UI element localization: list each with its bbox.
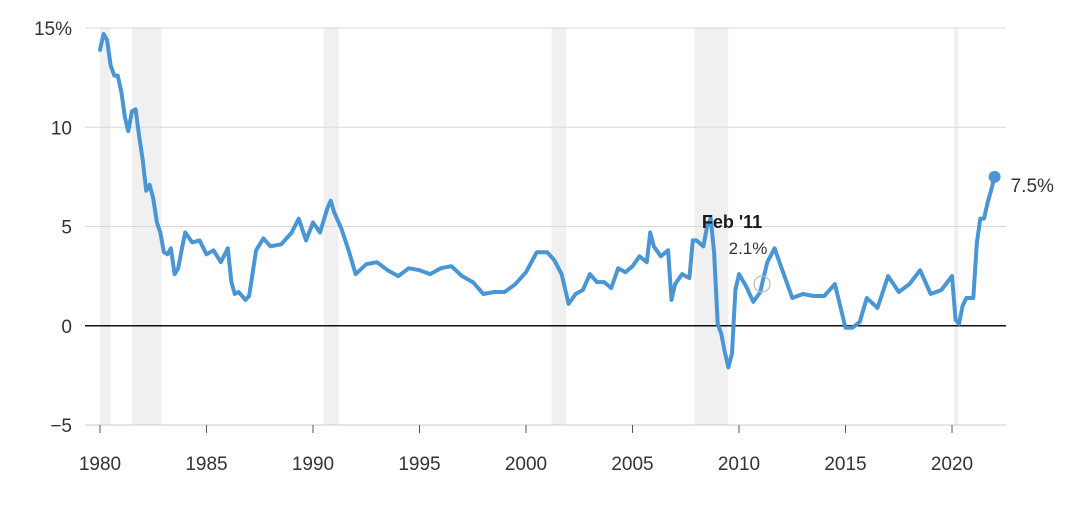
hover-point-marker[interactable] — [753, 275, 771, 293]
x-tick-label: 2020 — [931, 454, 973, 475]
series-layer — [98, 32, 997, 370]
x-tick-label: 1990 — [292, 454, 334, 475]
x-tick-label: 2010 — [718, 454, 760, 475]
x-tick-label: 2005 — [611, 454, 653, 475]
hover-date-label: Feb '11 — [702, 212, 762, 232]
x-tick-label: 1995 — [398, 454, 440, 475]
x-tick-label: 2000 — [505, 454, 547, 475]
y-tick-label: 15% — [34, 19, 72, 40]
y-tick-labels-layer: −5 0 5 10 15% — [34, 19, 72, 437]
y-tick-label: 0 — [61, 317, 72, 338]
y-tick-label: −5 — [50, 416, 72, 437]
x-tick-labels-layer: 1980 1985 1990 1995 2000 2005 2010 2015 2020 — [79, 454, 973, 475]
hover-value-label: 2.1% — [729, 239, 768, 258]
x-tick-label: 1985 — [185, 454, 227, 475]
annotations-layer: 7.5% Feb '11 2.1% — [702, 170, 1054, 293]
gridlines-layer — [85, 27, 1006, 426]
inflation-series-line — [98, 32, 997, 370]
y-tick-label: 10 — [51, 118, 72, 139]
axis-layer — [85, 325, 1006, 433]
latest-value-label: 7.5% — [1011, 176, 1054, 197]
x-tick-label: 1980 — [79, 454, 121, 475]
x-tick-label: 2015 — [824, 454, 866, 475]
y-tick-label: 5 — [61, 218, 72, 239]
latest-value-point — [988, 170, 1001, 183]
